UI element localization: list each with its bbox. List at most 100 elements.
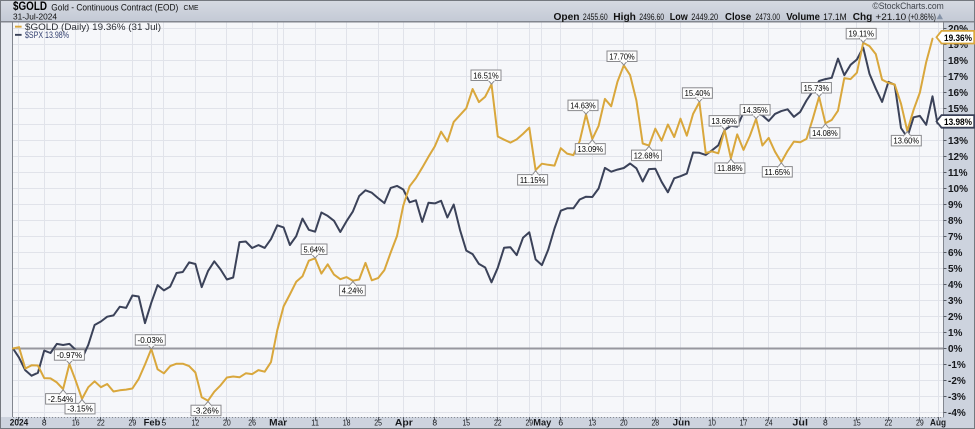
svg-text:29: 29 bbox=[129, 418, 137, 428]
svg-text:10%: 10% bbox=[948, 184, 968, 195]
svg-text:19.11%: 19.11% bbox=[848, 29, 874, 39]
svg-text:13.60%: 13.60% bbox=[894, 136, 920, 146]
svg-text:19%: 19% bbox=[948, 40, 968, 51]
svg-text:22: 22 bbox=[885, 418, 893, 428]
svg-text:14.35%: 14.35% bbox=[742, 105, 768, 115]
svg-text:1%: 1% bbox=[948, 328, 963, 339]
svg-text:7%: 7% bbox=[948, 232, 963, 243]
svg-text:8%: 8% bbox=[948, 216, 963, 227]
svg-text:5.64%: 5.64% bbox=[304, 244, 326, 254]
svg-text:12.68%: 12.68% bbox=[634, 150, 660, 160]
svg-text:8: 8 bbox=[823, 418, 828, 428]
svg-text:High: High bbox=[613, 12, 636, 23]
svg-text:24: 24 bbox=[765, 418, 773, 428]
svg-text:©StockCharts.com: ©StockCharts.com bbox=[872, 1, 943, 11]
svg-text:20: 20 bbox=[620, 418, 628, 428]
svg-text:15: 15 bbox=[462, 418, 470, 428]
svg-text:2024: 2024 bbox=[10, 418, 29, 429]
svg-text:Feb: Feb bbox=[144, 418, 161, 429]
svg-text:6: 6 bbox=[558, 418, 563, 428]
svg-text:Chg: Chg bbox=[853, 12, 873, 23]
svg-text:0%: 0% bbox=[948, 344, 963, 355]
svg-text:17.1M: 17.1M bbox=[823, 12, 847, 23]
svg-text:15%: 15% bbox=[948, 104, 968, 115]
svg-text:16: 16 bbox=[72, 418, 80, 428]
svg-text:25: 25 bbox=[374, 418, 382, 428]
svg-text:13.98%: 13.98% bbox=[944, 117, 972, 128]
svg-text:15.40%: 15.40% bbox=[685, 88, 711, 98]
svg-text:-2%: -2% bbox=[948, 376, 966, 387]
svg-text:2449.20: 2449.20 bbox=[691, 12, 718, 23]
svg-text:Close: Close bbox=[725, 12, 752, 23]
svg-text:12%: 12% bbox=[948, 152, 968, 163]
svg-text:Aug: Aug bbox=[930, 418, 946, 429]
svg-text:13%: 13% bbox=[948, 136, 968, 147]
svg-text:Open: Open bbox=[554, 12, 580, 23]
svg-text:6%: 6% bbox=[948, 248, 963, 259]
svg-text:17: 17 bbox=[740, 418, 748, 428]
svg-text:5%: 5% bbox=[948, 264, 963, 275]
svg-text:Volume: Volume bbox=[786, 12, 820, 23]
svg-text:Jun: Jun bbox=[673, 418, 691, 429]
svg-text:29: 29 bbox=[525, 418, 533, 428]
svg-text:16%: 16% bbox=[948, 88, 968, 99]
svg-text:2473.00: 2473.00 bbox=[755, 12, 780, 23]
svg-text:26: 26 bbox=[248, 418, 256, 428]
svg-text:$GOLD: $GOLD bbox=[13, 1, 47, 13]
svg-text:4.24%: 4.24% bbox=[342, 286, 364, 296]
svg-text:-3%: -3% bbox=[948, 392, 966, 403]
svg-text:2%: 2% bbox=[948, 312, 963, 323]
svg-text:16.51%: 16.51% bbox=[473, 70, 499, 80]
svg-text:11.15%: 11.15% bbox=[520, 175, 546, 185]
svg-text:$SPX 13.98%: $SPX 13.98% bbox=[25, 30, 69, 41]
svg-text:10: 10 bbox=[708, 418, 716, 428]
svg-text:9%: 9% bbox=[948, 200, 963, 211]
svg-text:+21.10: +21.10 bbox=[875, 12, 906, 23]
svg-text:Mar: Mar bbox=[269, 418, 287, 429]
svg-text:CME: CME bbox=[184, 3, 199, 12]
svg-text:14.08%: 14.08% bbox=[812, 128, 838, 138]
svg-text:22: 22 bbox=[494, 418, 502, 428]
svg-text:-0.97%: -0.97% bbox=[57, 350, 83, 360]
svg-text:18: 18 bbox=[343, 418, 351, 428]
svg-text:13.66%: 13.66% bbox=[711, 116, 737, 126]
svg-text:3%: 3% bbox=[948, 296, 963, 307]
svg-text:-2.54%: -2.54% bbox=[48, 394, 74, 404]
svg-text:19.36%: 19.36% bbox=[944, 33, 972, 44]
svg-text:2496.60: 2496.60 bbox=[639, 12, 664, 23]
svg-text:(+0.86%): (+0.86%) bbox=[908, 12, 936, 23]
svg-text:5: 5 bbox=[162, 418, 167, 428]
svg-text:22: 22 bbox=[97, 418, 105, 428]
svg-text:-1%: -1% bbox=[948, 360, 966, 371]
svg-text:8: 8 bbox=[432, 418, 437, 428]
svg-text:14.63%: 14.63% bbox=[570, 100, 596, 110]
svg-text:Jul: Jul bbox=[792, 418, 808, 429]
svg-text:13: 13 bbox=[588, 418, 596, 428]
svg-text:Apr: Apr bbox=[395, 418, 413, 429]
svg-text:-3.26%: -3.26% bbox=[193, 406, 219, 416]
svg-text:11.65%: 11.65% bbox=[765, 167, 791, 177]
svg-text:17.70%: 17.70% bbox=[609, 51, 635, 61]
svg-text:15: 15 bbox=[853, 418, 861, 428]
svg-text:4%: 4% bbox=[948, 280, 963, 291]
svg-text:29: 29 bbox=[916, 418, 924, 428]
svg-text:18%: 18% bbox=[948, 56, 968, 67]
svg-text:-4%: -4% bbox=[948, 408, 966, 419]
svg-text:May: May bbox=[533, 418, 552, 429]
svg-text:$GOLD (Daily) 19.36% (31 Jul): $GOLD (Daily) 19.36% (31 Jul) bbox=[25, 22, 161, 33]
svg-text:11.88%: 11.88% bbox=[717, 163, 743, 173]
svg-text:20%: 20% bbox=[948, 24, 968, 35]
svg-text:31-Jul-2024: 31-Jul-2024 bbox=[13, 12, 57, 22]
svg-text:8: 8 bbox=[42, 418, 47, 428]
svg-text:17%: 17% bbox=[948, 72, 968, 83]
svg-text:-0.03%: -0.03% bbox=[138, 335, 164, 345]
svg-text:11: 11 bbox=[311, 418, 319, 428]
svg-text:13.09%: 13.09% bbox=[578, 144, 604, 154]
svg-text:15.73%: 15.73% bbox=[804, 83, 830, 93]
svg-text:-3.15%: -3.15% bbox=[67, 404, 93, 414]
svg-text:Gold - Continuous Contract (EO: Gold - Continuous Contract (EOD) bbox=[51, 3, 178, 14]
svg-text:20: 20 bbox=[223, 418, 231, 428]
svg-text:12: 12 bbox=[192, 418, 200, 428]
svg-text:28: 28 bbox=[651, 418, 659, 428]
svg-text:Low: Low bbox=[670, 12, 688, 23]
